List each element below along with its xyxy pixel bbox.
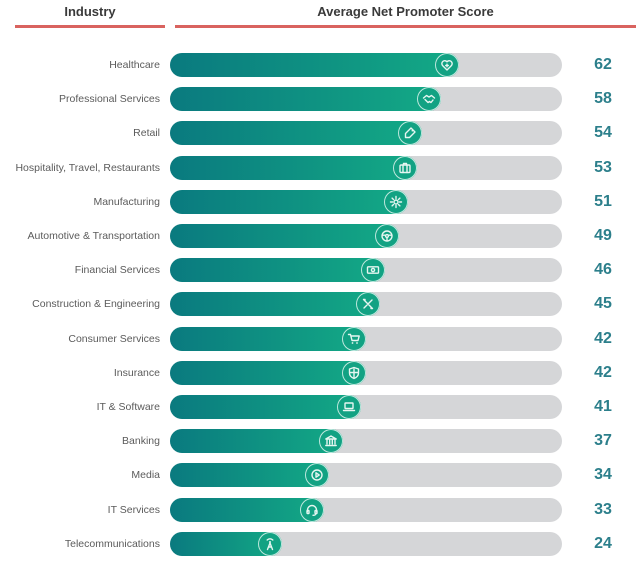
price-tag-icon [398, 121, 422, 146]
data-label: 34 [594, 466, 612, 484]
chart-row: Telecommunications 24 [0, 531, 643, 556]
category-label: IT Services [107, 503, 160, 516]
bar-track [170, 531, 562, 556]
bar-track [170, 87, 562, 112]
category-label: Banking [122, 435, 160, 448]
bar-track [170, 463, 562, 488]
category-label: Telecommunications [64, 537, 160, 550]
chart-row: Hospitality, Travel, Restaurants 53 [0, 155, 643, 180]
category-label: Construction & Engineering [32, 298, 160, 311]
category-label: Automotive & Transportation [27, 230, 161, 242]
bar [170, 189, 408, 214]
bar-track [170, 258, 562, 283]
steering-wheel-icon [375, 224, 399, 248]
category-label: Media [131, 469, 160, 482]
bar [170, 258, 385, 283]
antenna-tower-icon [258, 531, 282, 556]
category-label: Hospitality, Travel, Restaurants [15, 161, 160, 174]
banknote-icon [361, 258, 385, 283]
data-label: 42 [594, 329, 612, 347]
chart-row: Media 34 [0, 463, 643, 488]
chart-row: Automotive & Transportation 49 [0, 224, 643, 248]
heart-icon [435, 53, 459, 77]
category-label: Consumer Services [68, 332, 160, 345]
score-column-header: Average Net Promoter Score [317, 4, 494, 19]
data-label: 41 [594, 398, 612, 415]
laptop-icon [337, 395, 361, 419]
tools-icon [356, 292, 380, 317]
bar-track [170, 497, 562, 522]
chart-row: Healthcare 62 [0, 53, 643, 77]
bar [170, 360, 366, 385]
bar-track [170, 189, 562, 214]
bar-track [170, 292, 562, 317]
chart-row: Insurance 42 [0, 360, 643, 385]
score-header-rule [175, 25, 636, 28]
shield-icon [342, 360, 366, 385]
industry-column-header: Industry [64, 4, 116, 19]
category-label: Financial Services [74, 264, 160, 277]
bar-track [170, 429, 562, 454]
data-label: 62 [594, 56, 612, 73]
bar-track [170, 155, 562, 180]
industry-header-rule [15, 25, 165, 28]
bar [170, 497, 324, 522]
category-label: Healthcare [109, 59, 160, 71]
bar [170, 155, 417, 180]
shopping-cart-icon [342, 326, 366, 351]
bar-track [170, 395, 562, 419]
bar [170, 429, 343, 454]
data-label: 42 [594, 363, 612, 381]
data-label: 54 [594, 124, 612, 142]
bar [170, 326, 366, 351]
data-label: 33 [594, 500, 612, 518]
bar-track [170, 360, 562, 385]
bar [170, 87, 441, 112]
bar-track [170, 53, 562, 77]
data-label: 53 [594, 158, 612, 176]
data-label: 37 [594, 432, 612, 450]
gear-icon [384, 189, 408, 214]
chart-row: Banking 37 [0, 429, 643, 454]
play-button-icon [305, 463, 329, 488]
data-label: 58 [594, 90, 612, 108]
handshake-icon [417, 87, 441, 112]
category-label: Insurance [113, 366, 160, 379]
luggage-icon [393, 155, 417, 180]
data-label: 46 [594, 261, 612, 279]
bank-building-icon [319, 429, 343, 454]
bar [170, 224, 399, 248]
chart-row: IT Services 33 [0, 497, 643, 522]
category-label: Manufacturing [93, 195, 160, 208]
category-label: Retail [133, 127, 160, 140]
data-label: 51 [594, 192, 612, 210]
data-label: 24 [594, 534, 612, 552]
bar-track [170, 121, 562, 146]
bar [170, 395, 361, 419]
chart-row: IT & Software 41 [0, 395, 643, 419]
data-label: 45 [594, 295, 612, 313]
bar-track [170, 326, 562, 351]
headset-icon [300, 497, 324, 522]
chart-row: Financial Services 46 [0, 258, 643, 283]
chart-row: Manufacturing 51 [0, 189, 643, 214]
category-label: IT & Software [96, 401, 160, 413]
bar [170, 463, 329, 488]
bar [170, 292, 380, 317]
chart-row: Retail 54 [0, 121, 643, 146]
chart-row: Consumer Services 42 [0, 326, 643, 351]
chart-row: Construction & Engineering 45 [0, 292, 643, 317]
bar [170, 53, 459, 77]
bar-track [170, 224, 562, 248]
bar [170, 121, 422, 146]
data-label: 49 [594, 227, 612, 244]
chart-row: Professional Services 58 [0, 87, 643, 112]
category-label: Professional Services [59, 93, 160, 106]
